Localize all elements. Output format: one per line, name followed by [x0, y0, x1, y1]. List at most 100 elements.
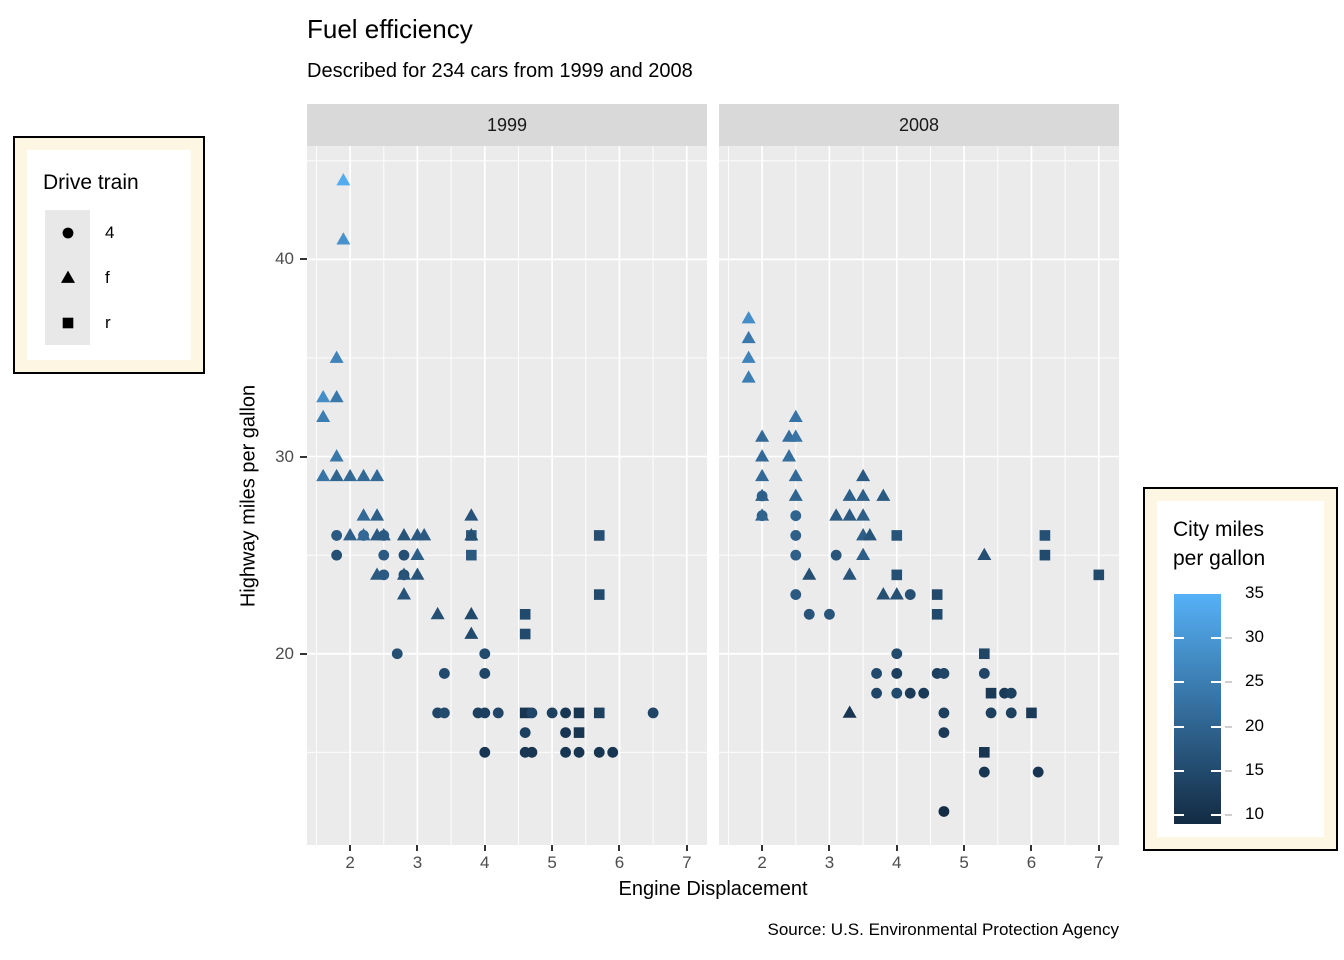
x-tick-label: 3 [824, 853, 835, 872]
city-mpg-tick-mark [1225, 637, 1232, 640]
data-point-triangle [856, 508, 871, 521]
data-point-circle [546, 707, 558, 719]
data-point-circle [904, 687, 916, 699]
data-point-square [1026, 707, 1037, 719]
city-mpg-tick-mark [1211, 769, 1221, 772]
data-point-triangle [741, 311, 756, 324]
data-point-circle [1005, 707, 1017, 719]
facet-strip-2008: 2008 [719, 104, 1119, 146]
data-point-square [573, 727, 585, 738]
data-point-triangle [396, 528, 411, 541]
data-point-triangle [356, 468, 371, 482]
data-point-square [519, 628, 531, 640]
data-point-triangle [876, 488, 891, 501]
data-point-triangle [356, 528, 371, 541]
city-mpg-tick-mark [1211, 725, 1221, 728]
data-point-triangle [464, 508, 479, 521]
data-point-circle [790, 510, 802, 522]
data-point-circle [985, 707, 997, 719]
source-caption: Source: U.S. Environmental Protection Ag… [767, 920, 1119, 939]
city-mpg-tick-mark [1211, 814, 1221, 817]
data-point-triangle [329, 350, 344, 363]
data-point-triangle [842, 705, 857, 718]
data-point-triangle [329, 390, 344, 403]
city-mpg-tick-mark [1225, 769, 1232, 772]
page-title: Fuel efficiency [307, 14, 473, 44]
drive-train-legend-inner: Drive train 4 f r [27, 150, 191, 360]
data-point-triangle [977, 547, 992, 561]
city-mpg-legend-title: City miles per gallon [1173, 515, 1265, 573]
data-point-triangle [755, 508, 770, 521]
data-point-circle [607, 746, 619, 758]
x-axis-title: Engine Displacement [618, 878, 808, 900]
data-point-triangle [417, 528, 432, 541]
data-point-triangle [60, 270, 75, 283]
x-tick-mark [551, 845, 554, 851]
square-key-icon [45, 300, 90, 345]
city-mpg-legend-title-line2: per gallon [1173, 547, 1266, 570]
drive-train-legend-item-label: r [105, 312, 111, 332]
city-mpg-tick-label: 15 [1245, 759, 1264, 779]
data-point-circle [560, 707, 571, 719]
drive-train-legend-item-r: r [45, 300, 185, 345]
data-point-triangle [396, 587, 411, 600]
data-point-triangle [336, 232, 351, 245]
data-point-triangle [336, 173, 351, 186]
data-point-triangle [464, 626, 479, 639]
city-mpg-legend-inner: City miles per gallon 35 30 25 20 15 10 [1157, 501, 1324, 837]
data-point-circle [978, 766, 990, 778]
data-point-circle [519, 727, 531, 739]
drive-train-legend-item-4: 4 [45, 210, 185, 255]
data-point-square [985, 687, 997, 699]
data-point-circle [790, 589, 802, 600]
data-point-square [573, 707, 585, 719]
scatter-panel-2008 [719, 146, 1119, 845]
x-tick-label: 6 [614, 853, 625, 872]
scatter-panel-1999 [307, 146, 707, 845]
data-point-square [519, 707, 531, 719]
data-point-circle [560, 746, 571, 758]
city-mpg-tick-mark [1225, 725, 1232, 728]
data-point-triangle [755, 429, 770, 442]
data-point-triangle [464, 528, 479, 541]
data-point-circle [62, 227, 73, 238]
data-point-square [891, 530, 903, 541]
data-point-triangle [741, 370, 756, 383]
data-point-triangle [889, 587, 904, 600]
data-point-square [979, 648, 990, 660]
facet-strip-label: 2008 [898, 114, 940, 135]
data-point-triangle [370, 567, 385, 580]
x-tick-label: 2 [345, 853, 355, 872]
x-tick-label: 5 [547, 853, 557, 872]
x-tick-label: 4 [480, 853, 490, 872]
data-point-circle [938, 727, 950, 739]
data-point-triangle [755, 468, 770, 482]
data-point-square [1039, 530, 1051, 541]
data-point-triangle [741, 350, 756, 363]
data-point-circle [1005, 687, 1017, 699]
x-tick-mark [963, 845, 966, 851]
x-tick-label: 2 [757, 853, 767, 872]
data-point-triangle [788, 429, 803, 442]
data-point-circle [803, 608, 815, 620]
data-point-square [593, 589, 605, 600]
data-point-triangle [370, 468, 385, 482]
data-point-circle [378, 549, 390, 561]
city-mpg-tick-mark [1174, 725, 1184, 728]
x-tick-label: 6 [1026, 853, 1037, 872]
data-point-triangle [741, 330, 756, 344]
city-mpg-tick-label: 30 [1245, 627, 1264, 647]
city-mpg-tick-mark [1211, 637, 1221, 640]
data-point-triangle [802, 567, 817, 580]
data-point-triangle [788, 488, 803, 501]
data-point-triangle [856, 468, 871, 482]
circle-key-icon [45, 210, 90, 255]
city-mpg-tick-label: 20 [1245, 715, 1264, 735]
data-point-triangle [316, 468, 331, 482]
data-point-circle [492, 707, 504, 719]
city-mpg-tick-mark [1225, 681, 1232, 684]
plot-subtitle: Described for 234 cars from 1999 and 200… [307, 60, 693, 82]
x-tick-label: 3 [412, 853, 423, 872]
data-point-triangle [876, 587, 891, 600]
x-tick-mark [895, 845, 898, 851]
